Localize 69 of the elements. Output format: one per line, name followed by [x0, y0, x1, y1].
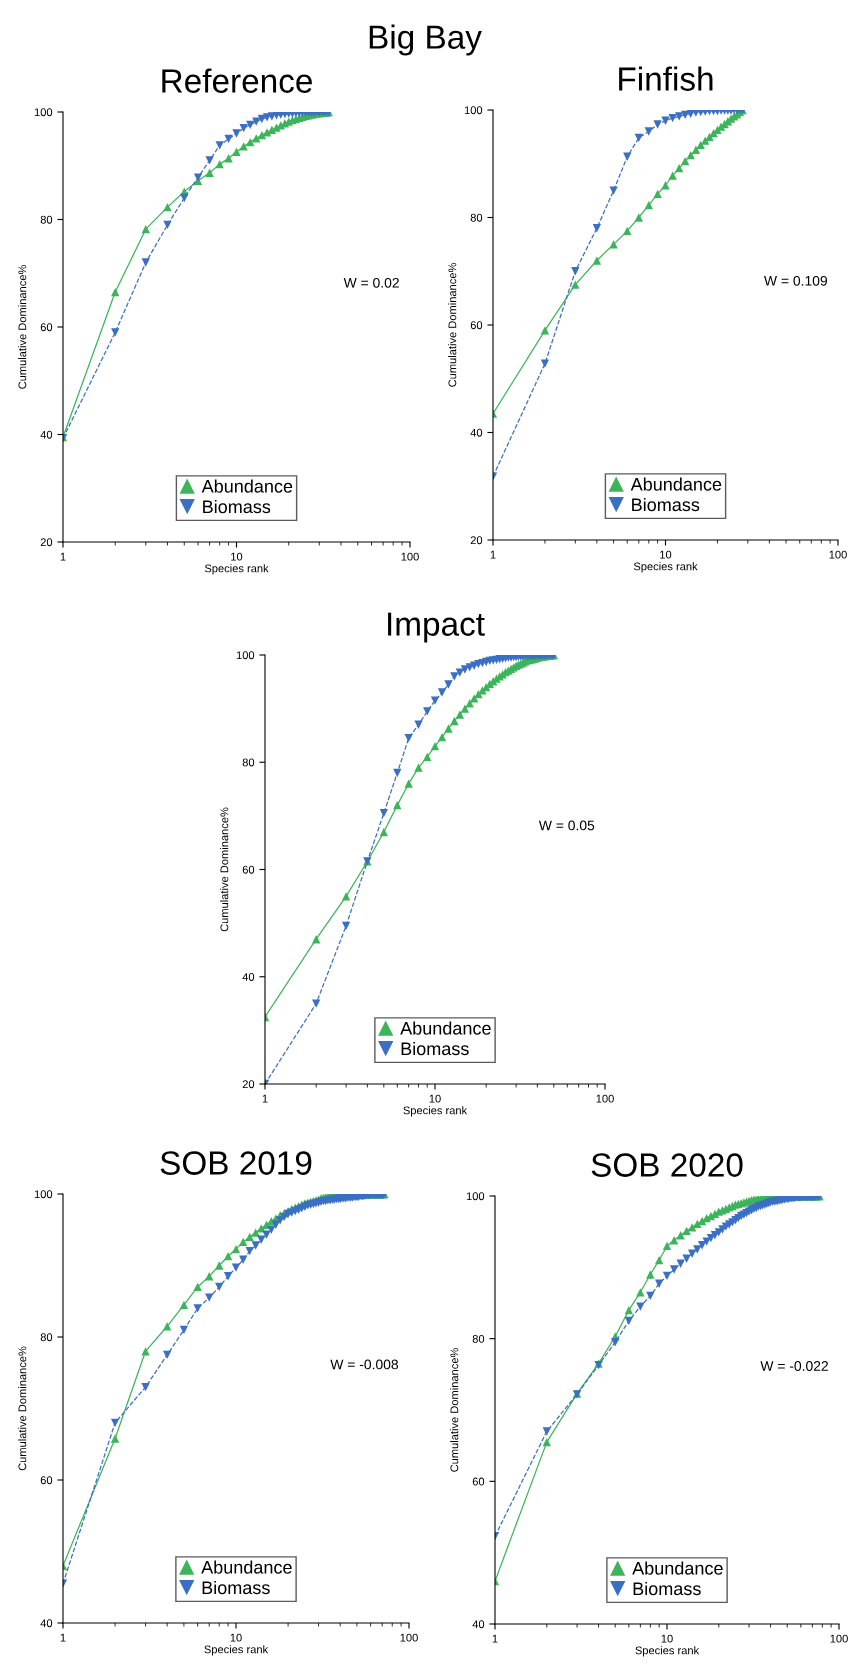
y-tick-label: 20: [40, 538, 53, 547]
x-tick-label: 10: [429, 1094, 441, 1103]
x-axis-title: Species rank: [635, 1646, 700, 1657]
x-tick-label: 1: [262, 1094, 268, 1103]
y-tick-label: 20: [242, 1080, 255, 1089]
legend-label: Abundance: [201, 1560, 292, 1574]
x-tick-label: 1: [492, 1634, 498, 1643]
x-tick-label: 10: [661, 1634, 673, 1643]
y-tick-label: 40: [472, 1620, 485, 1629]
x-tick-label: 100: [400, 1633, 418, 1642]
x-tick-label: 1: [60, 1633, 66, 1642]
x-tick-label: 10: [231, 552, 243, 561]
x-tick-label: 100: [596, 1094, 614, 1103]
legend-label: Abundance: [201, 479, 293, 493]
legend-label: Biomass: [203, 499, 271, 514]
x-tick-label: 1: [60, 552, 66, 561]
y-tick-label: 100: [34, 108, 53, 117]
chart-subtitle: Big Bay: [369, 24, 482, 56]
x-tick-label: 100: [829, 550, 847, 559]
legend-label: Abundance: [400, 1021, 491, 1035]
x-axis-title: Species rank: [204, 1645, 269, 1656]
annotation: W = 0.109: [764, 275, 827, 286]
y-tick-label: 100: [464, 106, 483, 115]
x-tick-label: 100: [830, 1634, 848, 1643]
legend-label: Abundance: [630, 477, 722, 491]
legend-label: Biomass: [202, 1580, 270, 1595]
y-tick-label: 80: [472, 1334, 485, 1343]
y-axis-title: Cumulative Dominance%: [220, 807, 229, 932]
legend-label: Biomass: [632, 497, 700, 512]
x-tick-label: 100: [401, 552, 419, 561]
x-tick-label: 10: [230, 1633, 242, 1642]
y-tick-label: 80: [40, 1333, 53, 1342]
y-tick-label: 100: [34, 1190, 53, 1199]
legend-label: Abundance: [632, 1561, 723, 1575]
y-tick-label: 80: [40, 215, 53, 224]
x-axis-title: Species rank: [633, 562, 698, 573]
y-tick-label: 100: [236, 651, 255, 660]
y-tick-label: 40: [470, 428, 483, 437]
y-tick-label: 80: [470, 213, 483, 222]
annotation: W = 0.05: [538, 820, 595, 831]
legend-label: Biomass: [401, 1041, 469, 1056]
y-tick-label: 60: [242, 865, 255, 874]
y-axis-title: Cumulative Dominance%: [448, 263, 457, 387]
chart-title: SOB 2020: [591, 1153, 743, 1177]
chart-title: SOB 2019: [160, 1151, 312, 1175]
annotation: W = 0.02: [343, 277, 399, 288]
x-tick-label: 10: [660, 550, 672, 559]
x-tick-label: 1: [490, 550, 496, 559]
annotation: W = -0.022: [760, 1361, 828, 1371]
y-tick-label: 80: [242, 758, 255, 767]
y-axis-title: Cumulative Dominance%: [18, 1346, 27, 1471]
y-axis-title: Cumulative Dominance%: [450, 1348, 459, 1472]
legend-label: Biomass: [633, 1581, 701, 1596]
annotation: W = -0.008: [330, 1359, 399, 1370]
chart-title: Reference: [162, 68, 312, 93]
y-tick-label: 60: [40, 323, 53, 332]
x-axis-title: Species rank: [204, 564, 269, 575]
y-tick-label: 60: [40, 1476, 53, 1485]
y-tick-label: 40: [40, 430, 53, 439]
y-tick-label: 100: [466, 1192, 485, 1201]
y-tick-label: 40: [242, 973, 255, 981]
y-tick-label: 40: [40, 1619, 53, 1628]
y-tick-label: 20: [470, 536, 483, 545]
x-axis-title: Species rank: [403, 1106, 468, 1117]
chart-title: Finfish: [619, 66, 713, 91]
y-axis-title: Cumulative Dominance%: [18, 265, 27, 389]
y-tick-label: 60: [472, 1477, 485, 1486]
y-tick-label: 60: [470, 321, 483, 330]
chart-title: Impact: [388, 612, 485, 643]
